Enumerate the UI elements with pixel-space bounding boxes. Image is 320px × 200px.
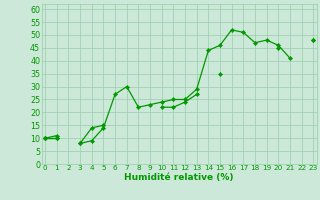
X-axis label: Humidité relative (%): Humidité relative (%) [124,173,234,182]
